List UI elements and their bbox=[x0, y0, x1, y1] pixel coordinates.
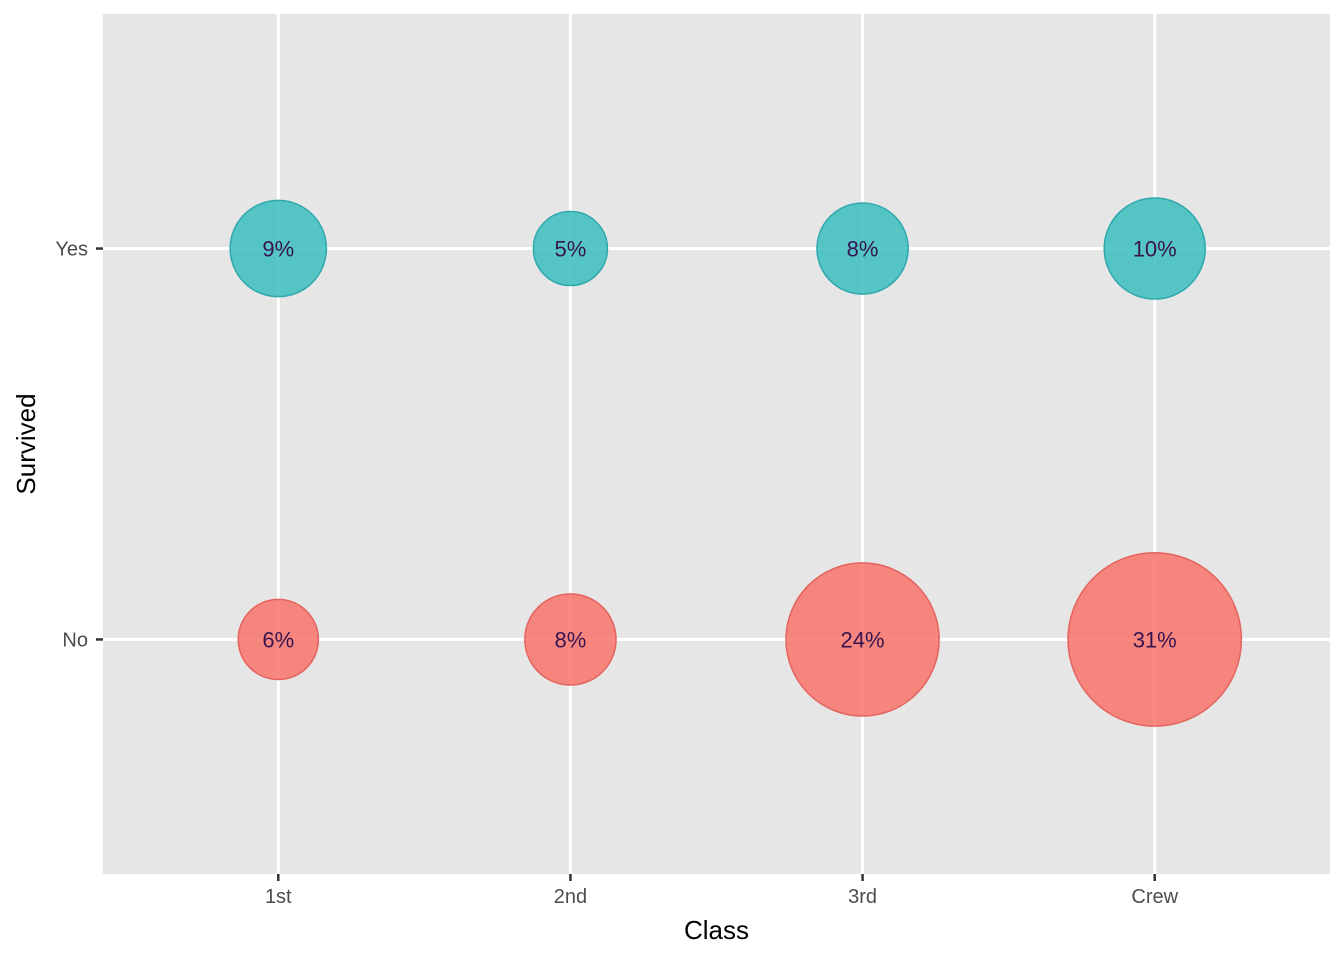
plot-panel bbox=[103, 14, 1330, 874]
bubble-label-yes-3rd: 8% bbox=[847, 237, 879, 262]
x-tick-label-crew: Crew bbox=[1131, 886, 1178, 908]
bubble-label-yes-2nd: 5% bbox=[555, 237, 587, 262]
bubble-label-no-crew: 31% bbox=[1133, 627, 1177, 652]
x-tick-label-1st: 1st bbox=[265, 886, 292, 908]
bubble-no-3rd bbox=[785, 562, 940, 717]
bubble-label-yes-crew: 10% bbox=[1133, 237, 1177, 262]
y-tick-label-no: No bbox=[62, 629, 88, 651]
x-axis-title: Class bbox=[683, 915, 749, 945]
bubble-yes-3rd bbox=[816, 202, 909, 295]
bubble-yes-2nd bbox=[532, 210, 609, 287]
x-tick-label-3rd: 3rd bbox=[848, 886, 877, 908]
bubble-no-2nd bbox=[524, 593, 617, 686]
bubble-label-no-2nd: 8% bbox=[555, 627, 587, 652]
bubble-label-no-1st: 6% bbox=[262, 627, 294, 652]
bubble-label-yes-1st: 9% bbox=[262, 237, 294, 262]
bubble-yes-crew bbox=[1103, 197, 1206, 300]
bubble-no-crew bbox=[1067, 551, 1243, 727]
x-tick-label-2nd: 2nd bbox=[554, 886, 587, 908]
y-tick-label-yes: Yes bbox=[55, 239, 88, 261]
bubble-label-no-3rd: 24% bbox=[841, 627, 885, 652]
y-axis-title: Survived bbox=[11, 393, 41, 495]
bubble-no-1st bbox=[237, 598, 320, 681]
bubble-yes-1st bbox=[229, 199, 328, 298]
